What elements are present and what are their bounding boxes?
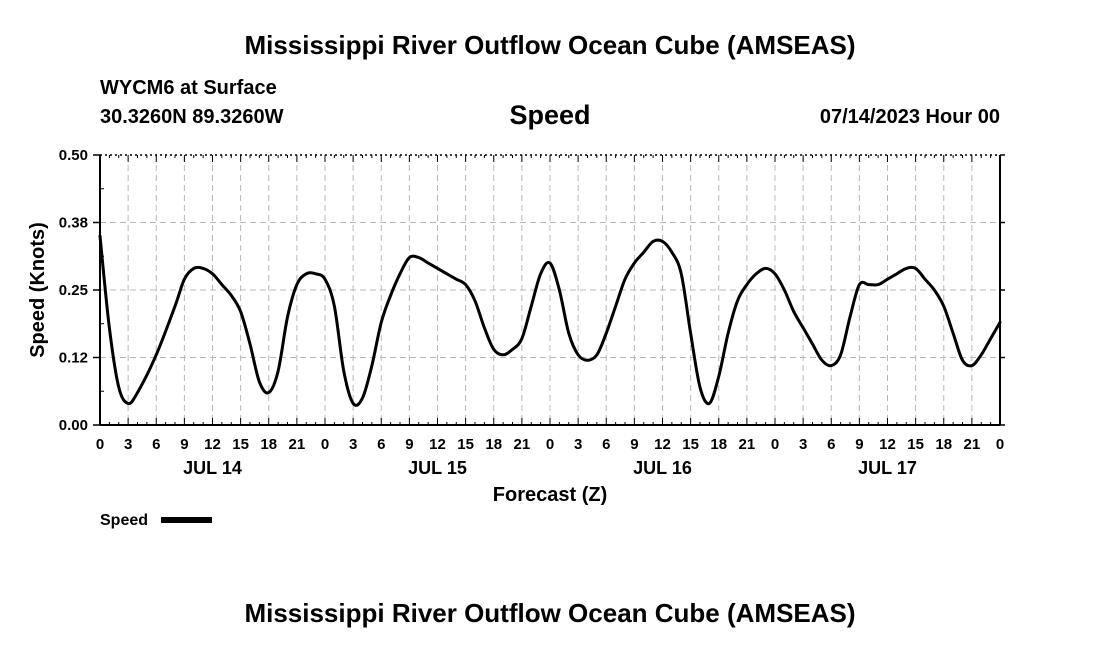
x-tick-label: 0 bbox=[321, 436, 329, 453]
coordinates-label: 30.3260N 89.3260W bbox=[100, 106, 284, 128]
y-tick-label: 0.50 bbox=[59, 147, 88, 164]
x-tick-label: 21 bbox=[964, 436, 981, 453]
x-tick-label: 18 bbox=[260, 436, 277, 453]
footer-title: Mississippi River Outflow Ocean Cube (AM… bbox=[244, 598, 856, 628]
date-label: JUL 16 bbox=[633, 458, 692, 478]
y-axis-label: Speed (Knots) bbox=[27, 222, 49, 358]
x-tick-label: 9 bbox=[405, 436, 413, 453]
x-tick-label: 12 bbox=[429, 436, 446, 453]
x-tick-label: 6 bbox=[602, 436, 610, 453]
x-tick-label: 15 bbox=[682, 436, 699, 453]
date-label: JUL 17 bbox=[858, 458, 917, 478]
x-tick-label: 9 bbox=[855, 436, 863, 453]
x-tick-label: 15 bbox=[457, 436, 474, 453]
date-label: JUL 14 bbox=[183, 458, 242, 478]
x-tick-label: 3 bbox=[799, 436, 807, 453]
x-tick-label: 9 bbox=[180, 436, 188, 453]
x-tick-label: 12 bbox=[879, 436, 896, 453]
x-tick-label: 6 bbox=[377, 436, 385, 453]
x-tick-label: 0 bbox=[996, 436, 1004, 453]
x-tick-label: 9 bbox=[630, 436, 638, 453]
x-tick-label: 6 bbox=[827, 436, 835, 453]
variable-title: Speed bbox=[509, 100, 591, 130]
x-tick-label: 21 bbox=[514, 436, 531, 453]
x-tick-label: 18 bbox=[935, 436, 952, 453]
x-tick-label: 3 bbox=[124, 436, 132, 453]
x-tick-label: 15 bbox=[907, 436, 924, 453]
x-tick-label: 12 bbox=[204, 436, 221, 453]
x-axis-label: Forecast (Z) bbox=[493, 484, 607, 506]
x-tick-label: 18 bbox=[710, 436, 727, 453]
x-tick-label: 21 bbox=[289, 436, 306, 453]
x-tick-label: 0 bbox=[771, 436, 779, 453]
x-tick-label: 18 bbox=[485, 436, 502, 453]
series-line-speed bbox=[98, 234, 1002, 407]
date-label: JUL 15 bbox=[408, 458, 467, 478]
y-tick-label: 0.25 bbox=[59, 282, 88, 299]
x-tick-label: 0 bbox=[546, 436, 554, 453]
datetime-label: 07/14/2023 Hour 00 bbox=[819, 106, 1000, 128]
x-tick-label: 0 bbox=[96, 436, 104, 453]
x-tick-label: 6 bbox=[152, 436, 160, 453]
station-label: WYCM6 at Surface bbox=[100, 77, 277, 99]
y-tick-label: 0.38 bbox=[59, 215, 88, 232]
y-tick-label: 0.00 bbox=[59, 417, 88, 434]
legend-label: Speed bbox=[100, 512, 148, 529]
x-tick-label: 3 bbox=[574, 436, 582, 453]
chart-title: Mississippi River Outflow Ocean Cube (AM… bbox=[244, 30, 856, 60]
x-tick-label: 3 bbox=[349, 436, 357, 453]
y-tick-label: 0.12 bbox=[59, 350, 88, 367]
x-tick-label: 21 bbox=[739, 436, 756, 453]
x-tick-label: 12 bbox=[654, 436, 671, 453]
x-tick-label: 15 bbox=[232, 436, 249, 453]
